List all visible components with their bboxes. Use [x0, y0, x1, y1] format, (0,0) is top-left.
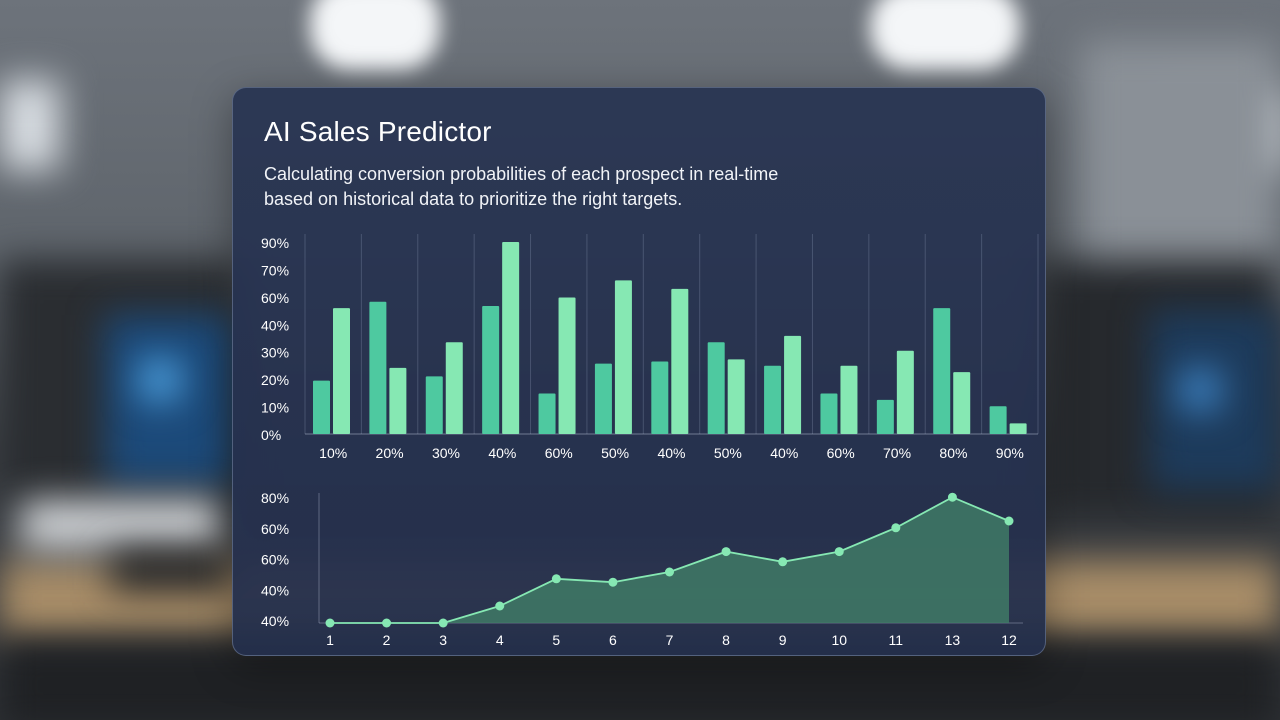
x-tick-label: 5 — [552, 632, 560, 648]
data-point — [325, 618, 335, 628]
x-tick-label: 10% — [319, 445, 347, 461]
area-fill — [330, 497, 1009, 623]
y-tick-label: 20% — [261, 372, 289, 388]
data-point — [438, 618, 448, 628]
bar-series-2 — [445, 342, 463, 434]
page-subtitle: Calculating conversion probabilities of … — [264, 162, 884, 212]
x-tick-label: 2 — [383, 632, 391, 648]
conversion-trend-area-chart: 40%40%60%60%80%1 2 3 4 5 6 7 8 9 10 11 13 12 — [261, 490, 1023, 648]
page-title: AI Sales Predictor — [264, 116, 492, 147]
x-tick-label: 13 — [945, 632, 961, 648]
x-tick-label: 12 — [1001, 632, 1017, 648]
bar-series-1 — [876, 399, 894, 434]
x-tick-label: 60% — [827, 445, 855, 461]
bar-series-2 — [333, 308, 350, 434]
bar-series-1 — [933, 308, 951, 434]
x-tick-label: 3 — [439, 632, 447, 648]
sales-predictor-panel: AI Sales Predictor Calculating conversio… — [232, 87, 1046, 656]
bar-series-1 — [313, 380, 330, 434]
bar-series-2 — [784, 335, 802, 434]
data-point — [608, 577, 618, 587]
y-tick-label: 70% — [261, 262, 289, 278]
data-point — [495, 601, 505, 611]
bar-series-1 — [369, 301, 387, 434]
x-tick-label: 40% — [488, 445, 516, 461]
data-point — [382, 618, 392, 628]
data-point — [551, 574, 561, 584]
bar-series-1 — [594, 363, 612, 434]
bar-series-1 — [764, 365, 782, 434]
y-tick-label: 60% — [261, 521, 289, 537]
x-tick-label: 10 — [831, 632, 847, 648]
x-tick-label: 40% — [657, 445, 685, 461]
x-tick-label: 90% — [996, 445, 1024, 461]
bar-series-1 — [820, 393, 838, 434]
data-point — [778, 557, 788, 567]
y-tick-label: 60% — [261, 290, 289, 306]
data-point — [947, 492, 957, 502]
subtitle-line-2: based on historical data to prioritize t… — [264, 189, 683, 209]
data-point — [1004, 516, 1014, 526]
y-tick-label: 40% — [261, 317, 289, 333]
y-tick-label: 40% — [261, 613, 289, 629]
bar-series-2 — [614, 280, 632, 434]
bar-series-2 — [953, 372, 971, 434]
bar-series-1 — [538, 393, 556, 434]
bar-series-2 — [727, 359, 745, 434]
bar-series-2 — [896, 350, 914, 434]
x-tick-label: 30% — [432, 445, 460, 461]
bar-series-1 — [425, 376, 443, 434]
x-tick-label: 6 — [609, 632, 617, 648]
y-tick-label: 10% — [261, 400, 289, 416]
x-tick-label: 60% — [545, 445, 573, 461]
y-tick-label: 40% — [261, 582, 289, 598]
bar-series-2 — [389, 367, 407, 434]
subtitle-line-1: Calculating conversion probabilities of … — [264, 164, 779, 184]
x-tick-label: 8 — [722, 632, 730, 648]
x-tick-label: 9 — [779, 632, 787, 648]
conversion-bar-chart: 0% 10% 20% 30% 40% 60% 70% 90% 10% 20% 30% 40% 60% 50… — [261, 234, 1039, 461]
x-tick-label: 20% — [376, 445, 404, 461]
bar-series-1 — [707, 342, 725, 434]
x-tick-label: 80% — [939, 445, 967, 461]
x-tick-label: 11 — [889, 632, 904, 648]
bar-series-1 — [989, 406, 1007, 434]
x-tick-label: 7 — [666, 632, 674, 648]
data-point — [891, 523, 901, 533]
y-tick-label: 30% — [261, 345, 289, 361]
x-tick-label: 1 — [326, 632, 334, 648]
y-tick-label: 60% — [261, 552, 289, 568]
bar-series-2 — [840, 365, 858, 434]
y-tick-label: 90% — [261, 235, 289, 251]
bar-series-2 — [558, 297, 576, 434]
x-tick-label: 50% — [601, 445, 629, 461]
bar-series-1 — [482, 306, 500, 434]
y-tick-label: 0% — [261, 427, 281, 443]
data-point — [721, 547, 731, 557]
x-tick-label: 4 — [496, 632, 504, 648]
bar-series-2 — [502, 242, 520, 434]
x-tick-label: 70% — [883, 445, 911, 461]
data-point — [834, 547, 844, 557]
x-tick-label: 50% — [714, 445, 742, 461]
data-point — [665, 567, 674, 577]
bar-series-1 — [651, 361, 669, 434]
y-tick-label: 80% — [261, 490, 289, 506]
bar-series-2 — [1009, 423, 1027, 434]
x-tick-label: 40% — [770, 445, 798, 461]
bar-series-2 — [671, 288, 689, 434]
